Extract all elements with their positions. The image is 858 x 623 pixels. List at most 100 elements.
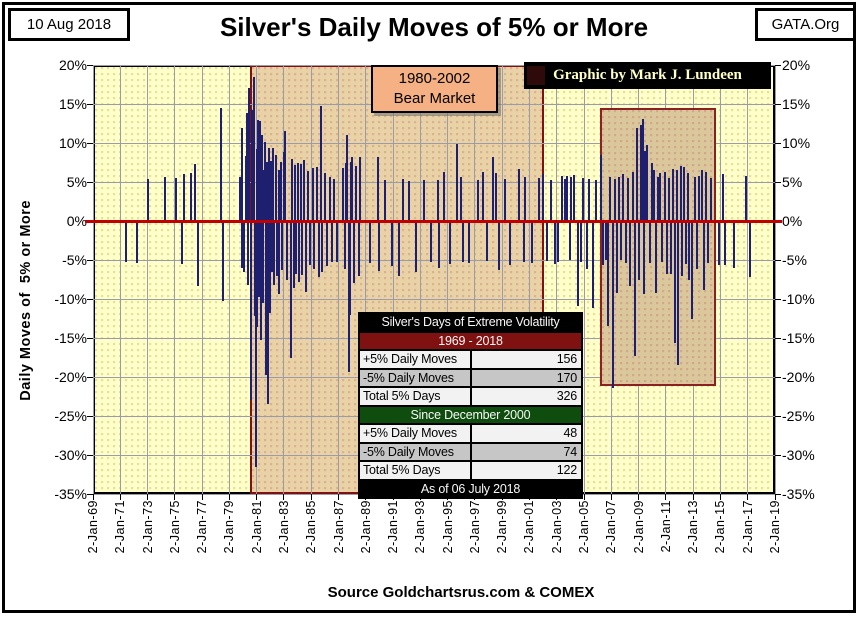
daily-move-bar — [497, 221, 500, 271]
x-tick-label: 2-Jan-97 — [461, 500, 489, 580]
x-tick-label: 2-Jan-01 — [515, 500, 543, 580]
daily-move-bar — [180, 221, 183, 264]
daily-move-bar — [632, 171, 635, 221]
daily-move-bar — [146, 178, 149, 221]
x-tick — [719, 494, 721, 500]
daily-move-bar — [430, 221, 433, 263]
daily-move-bar — [563, 178, 566, 221]
daily-move-bar — [691, 221, 694, 319]
y-tick-right — [775, 298, 781, 300]
daily-move-bar — [733, 221, 736, 268]
daily-move-bar — [219, 107, 222, 221]
daily-move-bar — [355, 166, 358, 221]
daily-move-bar — [359, 157, 362, 221]
daily-move-bar — [625, 221, 628, 264]
daily-move-bar — [368, 221, 371, 264]
daily-move-bar — [688, 221, 691, 280]
daily-move-bar — [570, 177, 573, 221]
site-badge: GATA.Org — [755, 8, 856, 41]
daily-move-bar — [319, 106, 322, 221]
daily-move-bar — [263, 142, 266, 221]
y-tick-left — [87, 103, 93, 105]
x-tick — [338, 494, 340, 500]
daily-move-bar — [270, 160, 272, 221]
stats-row-value: 170 — [556, 370, 577, 385]
stats-row-label: -5% Daily Moves — [360, 369, 472, 386]
daily-move-bar — [285, 221, 288, 280]
stats-row: Total 5% Days 122 — [360, 460, 581, 479]
gridline-vertical — [528, 65, 530, 494]
daily-move-bar — [246, 221, 249, 285]
daily-move-bar — [292, 221, 295, 289]
daily-move-bar — [290, 221, 293, 359]
y-tick-label-left: 15% — [58, 95, 87, 112]
daily-move-bar — [304, 221, 307, 292]
credit-box: Graphic by Mark J. Lundeen — [524, 62, 771, 89]
x-tick-label-text: 2-Jan-05 — [577, 500, 592, 554]
daily-move-bar — [744, 175, 747, 221]
x-tick — [610, 494, 612, 500]
daily-move-bar — [259, 121, 262, 221]
daily-move-bar — [644, 150, 647, 221]
daily-move-bar — [686, 173, 689, 221]
daily-move-bar — [634, 221, 637, 356]
gridline-vertical — [92, 65, 94, 494]
x-tick — [692, 494, 694, 500]
daily-move-bar — [255, 149, 258, 221]
y-tick-left — [87, 337, 93, 339]
x-tick — [747, 494, 749, 500]
daily-move-bar — [390, 221, 393, 267]
daily-move-bar — [377, 157, 380, 221]
x-tick-label: 2-Jan-81 — [243, 500, 271, 580]
gridline-vertical — [228, 65, 230, 494]
daily-move-bar — [602, 221, 605, 265]
x-tick-label-text: 2-Jan-15 — [713, 500, 728, 554]
x-tick-label: 2-Jan-93 — [406, 500, 434, 580]
daily-move-bar — [709, 178, 712, 221]
daily-move-bar — [295, 221, 298, 275]
daily-move-bar — [124, 221, 127, 262]
daily-move-bar — [336, 221, 339, 262]
daily-move-bar — [291, 159, 294, 221]
x-tick — [174, 494, 176, 500]
daily-move-bar — [350, 161, 353, 221]
gridline-vertical — [501, 65, 503, 494]
gridline-horizontal — [93, 142, 775, 144]
daily-move-bar — [495, 173, 498, 221]
y-tick-label-right: -10% — [782, 290, 815, 307]
daily-move-bar — [568, 221, 571, 260]
daily-move-bar — [264, 221, 267, 376]
x-tick-label: 2-Jan-07 — [597, 500, 625, 580]
daily-move-bar — [619, 221, 622, 260]
y-tick-label-left: 5% — [66, 173, 87, 190]
x-tick-label-text: 2-Jan-83 — [276, 500, 291, 554]
x-tick-label-text: 2-Jan-97 — [467, 500, 482, 554]
daily-move-bar — [194, 164, 197, 221]
y-tick-label-right: -20% — [782, 368, 815, 385]
daily-move-bar — [582, 178, 585, 221]
x-tick-label: 2-Jan-79 — [215, 500, 243, 580]
daily-move-bar — [664, 171, 667, 221]
daily-move-bar — [316, 167, 319, 221]
x-tick-label: 2-Jan-77 — [188, 500, 216, 580]
daily-move-bar — [401, 178, 404, 221]
page-title: Silver's Daily Moves of 5% or More — [219, 12, 649, 42]
zero-line — [85, 219, 782, 223]
gridline-vertical — [747, 65, 749, 494]
x-tick-label-text: 2-Jan-77 — [195, 500, 210, 554]
y-tick-left — [87, 415, 93, 417]
x-tick — [665, 494, 667, 500]
gridline-vertical — [719, 65, 721, 494]
credit-text: Graphic by Mark J. Lundeen — [553, 67, 742, 83]
daily-move-bar — [308, 221, 311, 265]
daily-move-bar — [323, 172, 326, 221]
daily-move-bar — [378, 221, 381, 271]
daily-move-bar — [675, 169, 678, 221]
gridline-vertical — [392, 65, 394, 494]
x-tick — [147, 494, 149, 500]
daily-move-bar — [557, 221, 560, 263]
daily-move-bar — [517, 168, 520, 221]
daily-move-bar — [333, 178, 336, 221]
daily-move-bar — [257, 120, 260, 221]
